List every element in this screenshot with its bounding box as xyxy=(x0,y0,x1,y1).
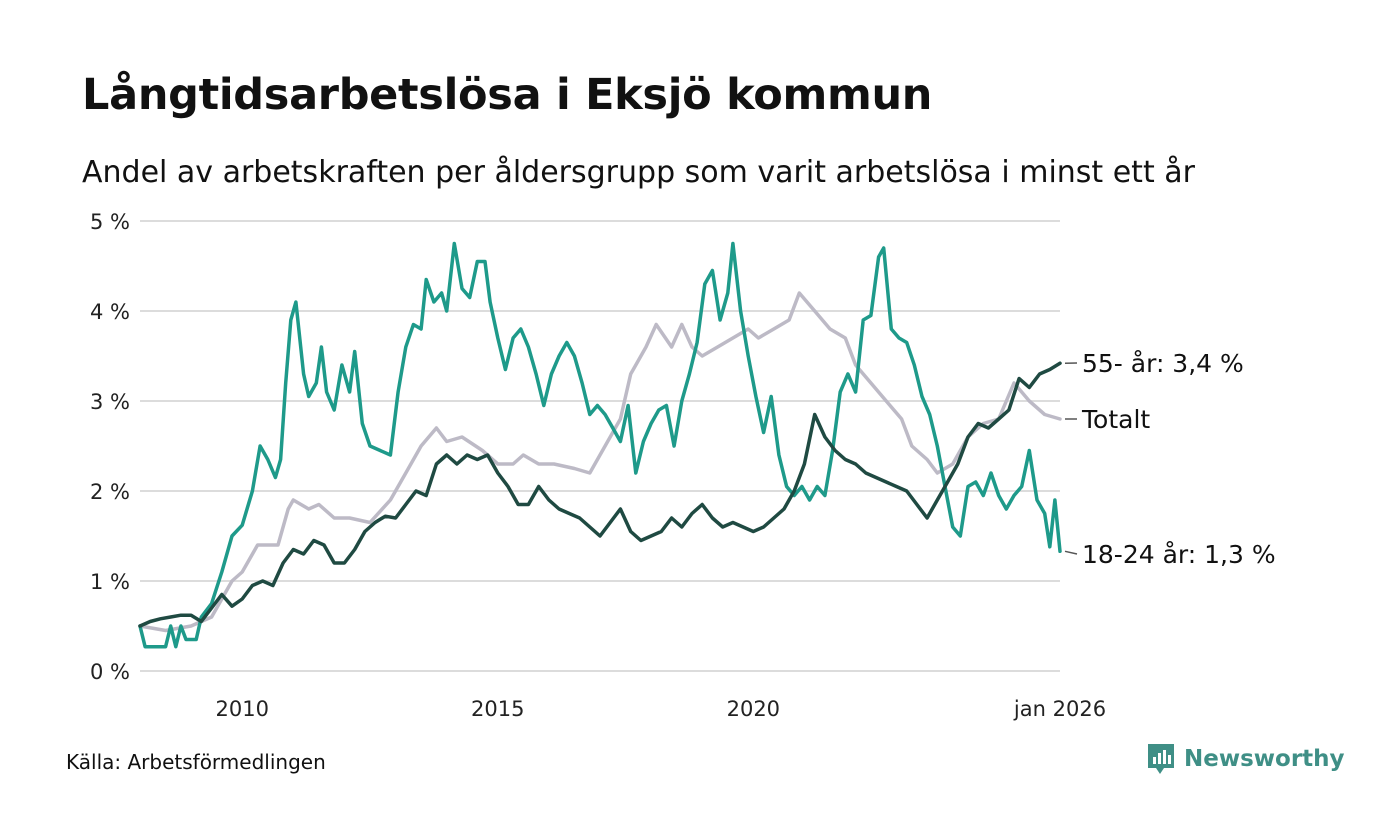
chart-subtitle: Andel av arbetskraften per åldersgrupp s… xyxy=(82,155,1195,190)
y-axis-ticks: 0 % 1 % 2 % 3 % 4 % 5 % xyxy=(90,210,130,684)
series-end-labels: Totalt 18-24 år: 1,3 % 55- år: 3,4 % xyxy=(1064,349,1276,569)
y-tick-label: 0 % xyxy=(90,660,130,684)
brand-logo[interactable]: Newsworthy xyxy=(1146,742,1345,776)
y-tick-label: 1 % xyxy=(90,570,130,594)
series-end-label-totalt: Totalt xyxy=(1081,405,1150,434)
y-tick-label: 3 % xyxy=(90,390,130,414)
grid-lines xyxy=(140,220,1060,672)
series-end-label-18-24-r: 18-24 år: 1,3 % xyxy=(1082,540,1276,569)
series-line-18-24-r xyxy=(138,241,1062,649)
y-tick-label: 2 % xyxy=(90,480,130,504)
x-tick-label: 2020 xyxy=(727,697,780,721)
series-line-totalt xyxy=(138,291,1062,633)
series-line-55-r xyxy=(138,361,1062,628)
source-note: Källa: Arbetsförmedlingen xyxy=(66,750,326,774)
x-tick-label: 2015 xyxy=(471,697,524,721)
newsworthy-logo-icon xyxy=(1148,744,1174,774)
brand-name: Newsworthy xyxy=(1184,746,1345,772)
x-tick-label: jan 2026 xyxy=(1013,697,1106,721)
series-end-label-55-r: 55- år: 3,4 % xyxy=(1082,349,1244,378)
x-tick-label: 2010 xyxy=(215,697,268,721)
series-lines xyxy=(138,241,1062,649)
chart-title: Långtidsarbetslösa i Eksjö kommun xyxy=(82,70,933,120)
y-tick-label: 4 % xyxy=(90,300,130,324)
y-tick-label: 5 % xyxy=(90,210,130,234)
x-axis-ticks: 2010 2015 2020 jan 2026 xyxy=(215,697,1106,721)
end-label-connector xyxy=(1064,550,1078,555)
